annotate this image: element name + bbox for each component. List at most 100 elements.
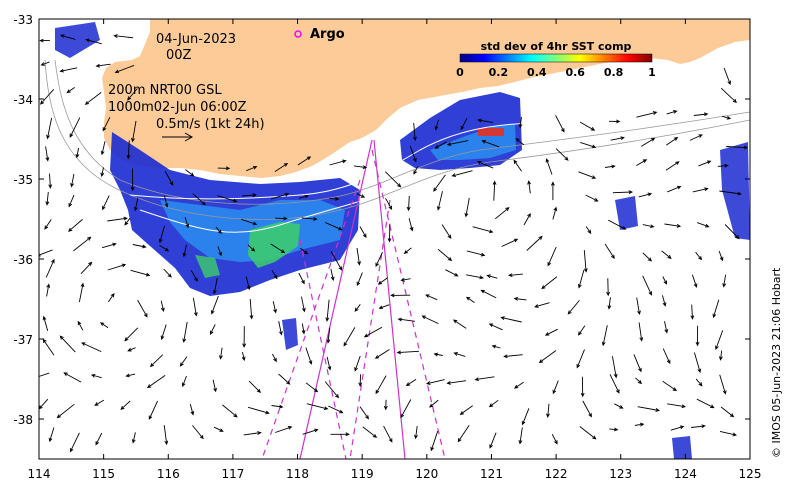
velocity-arrow — [75, 147, 80, 159]
velocity-arrow — [326, 356, 332, 371]
velocity-arrow — [45, 258, 55, 278]
velocity-arrow — [486, 274, 498, 279]
velocity-arrow — [698, 160, 712, 167]
velocity-arrow — [489, 432, 497, 449]
velocity-arrow — [217, 195, 238, 203]
velocity-arrow — [301, 323, 306, 335]
velocity-arrow — [127, 88, 138, 101]
velocity-arrow — [446, 140, 469, 146]
velocity-arrow — [164, 170, 174, 186]
velocity-arrow — [330, 432, 350, 437]
y-tick-label: -35 — [13, 173, 33, 187]
velocity-arrow — [182, 244, 187, 258]
velocity-arrow — [130, 269, 151, 277]
velocity-arrow — [387, 223, 392, 243]
velocity-arrow — [132, 244, 147, 249]
velocity-arrow — [69, 432, 80, 453]
velocity-arrow — [272, 353, 277, 363]
velocity-arrow — [274, 162, 289, 172]
velocity-arrow — [452, 319, 467, 329]
velocity-arrow — [160, 324, 167, 341]
velocity-arrow — [396, 350, 419, 355]
velocity-arrow — [666, 110, 678, 115]
x-tick-label: 116 — [157, 467, 180, 481]
velocity-arrow — [633, 354, 642, 373]
velocity-arrow — [190, 269, 198, 282]
velocity-arrow — [665, 161, 680, 171]
velocity-arrow — [242, 326, 247, 348]
velocity-arrow — [241, 218, 258, 226]
velocity-arrow — [693, 352, 702, 374]
velocity-arrow — [611, 356, 618, 379]
velocity-arrow — [275, 216, 288, 221]
velocity-arrow — [247, 244, 256, 252]
velocity-arrow — [375, 375, 387, 395]
velocity-arrow — [126, 140, 131, 160]
velocity-arrow — [638, 192, 653, 198]
colorbar-tick: 0 — [456, 66, 464, 79]
velocity-arrow — [218, 347, 223, 360]
velocity-arrow — [550, 181, 555, 201]
velocity-arrow — [271, 192, 290, 200]
velocity-arrow — [413, 122, 417, 142]
velocity-arrow — [662, 348, 671, 365]
velocity-arrow — [48, 427, 55, 443]
velocity-arrow — [243, 431, 262, 436]
velocity-arrow — [84, 92, 102, 105]
velocity-arrow — [523, 213, 531, 226]
velocity-arrow — [400, 399, 412, 419]
velocity-arrow — [527, 180, 531, 194]
velocity-arrow — [515, 138, 525, 146]
track-solid-2 — [373, 139, 406, 459]
velocity-arrow — [375, 251, 383, 268]
velocity-arrow — [466, 250, 486, 257]
velocity-arrow — [102, 195, 110, 211]
velocity-arrow — [305, 382, 319, 393]
velocity-arrow — [39, 249, 53, 257]
velocity-arrow — [95, 63, 111, 68]
velocity-arrow — [131, 120, 137, 143]
velocity-arrow — [68, 194, 75, 208]
velocity-arrow — [70, 173, 75, 188]
velocity-arrow — [544, 328, 558, 336]
velocity-arrow — [670, 425, 685, 431]
track-dashed-2 — [371, 149, 446, 459]
velocity-arrow — [137, 299, 148, 318]
velocity-arrow — [124, 218, 131, 226]
velocity-arrow — [720, 87, 737, 103]
velocity-arrow — [578, 325, 586, 336]
velocity-arrow — [124, 327, 139, 342]
velocity-arrow — [329, 196, 340, 201]
velocity-arrow — [99, 322, 109, 329]
velocity-arrow — [39, 372, 50, 377]
velocity-arrow — [270, 243, 286, 254]
velocity-arrow — [503, 354, 523, 359]
velocity-arrow — [433, 352, 443, 357]
velocity-arrow — [102, 116, 111, 132]
velocity-arrow — [403, 247, 412, 255]
velocity-arrows — [39, 34, 749, 453]
velocity-arrow — [189, 403, 195, 416]
velocity-arrow — [406, 195, 411, 212]
velocity-arrow — [551, 433, 558, 445]
velocity-arrow — [59, 67, 78, 73]
velocity-arrow — [297, 156, 312, 166]
velocity-arrow — [405, 378, 417, 387]
velocity-arrow — [513, 159, 522, 172]
velocity-arrow — [642, 252, 653, 262]
hour-label: 00Z — [166, 48, 192, 63]
velocity-arrow — [245, 276, 251, 291]
velocity-arrow — [695, 378, 703, 387]
depth-line-1: 200m NRT00 GSL — [108, 83, 222, 98]
velocity-arrow — [441, 224, 452, 239]
credit-text: © IMOS 05-Jun-2023 21:06 Hobart — [770, 267, 783, 458]
velocity-arrow — [48, 173, 53, 189]
velocity-arrow — [356, 272, 363, 287]
velocity-arrow — [400, 277, 411, 282]
velocity-arrow — [81, 342, 102, 353]
velocity-arrow — [100, 167, 105, 178]
sst-patch-green-2 — [195, 255, 220, 278]
velocity-arrow — [330, 268, 335, 282]
velocity-arrow — [609, 427, 619, 432]
